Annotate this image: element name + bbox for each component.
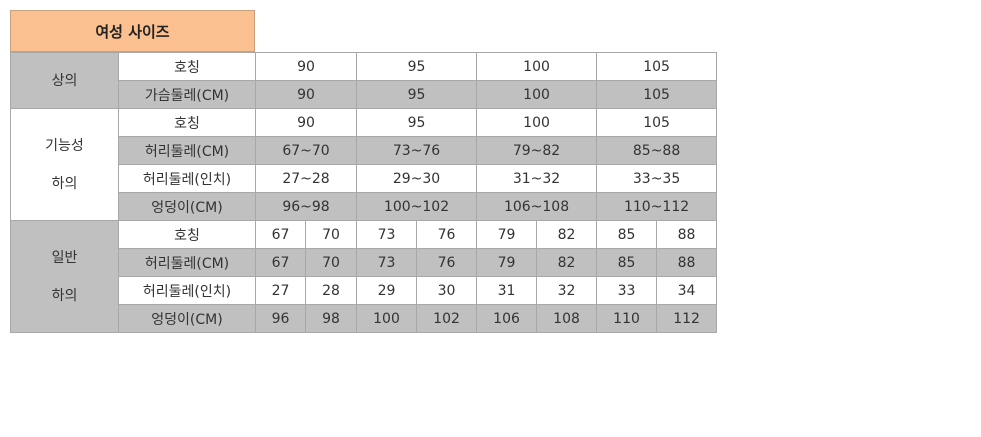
size-value-cell: 27 [255,276,306,305]
size-value-cell: 105 [596,80,718,109]
size-value-cell: 31~32 [476,164,598,193]
size-value-cell: 112 [656,304,718,333]
row-label: 허리둘레(CM) [118,136,256,165]
size-value-cell: 85~88 [596,136,718,165]
size-value-cell: 100~102 [356,192,478,221]
size-value-cell: 105 [596,108,718,137]
table-row: 엉덩이(CM) 96 98 100 102 106 108 110 112 [11,304,718,333]
size-value-cell: 95 [356,80,478,109]
size-value-cell: 85 [596,220,658,249]
size-value-cell: 85 [596,248,658,277]
size-value-cell: 100 [476,80,598,109]
size-value-cell: 32 [536,276,598,305]
size-value-cell: 70 [304,220,358,249]
size-value-cell: 73~76 [356,136,478,165]
size-value-cell: 79~82 [476,136,598,165]
row-label: 허리둘레(CM) [118,248,256,277]
size-value-cell: 110~112 [596,192,718,221]
row-label: 허리둘레(인치) [118,276,256,305]
size-value-cell: 106 [476,304,538,333]
size-value-cell: 100 [356,304,418,333]
size-value-cell: 33 [596,276,658,305]
size-value-cell: 79 [476,248,538,277]
size-value-cell: 67 [255,248,306,277]
table-row: 일반 하의 호칭 67 70 73 76 79 82 85 88 [10,220,718,333]
table-row: 가슴둘레(CM) 90 95 100 105 [11,80,718,109]
size-value-cell: 82 [536,248,598,277]
size-value-cell: 67~70 [254,136,358,165]
size-chart-title: 여성 사이즈 [10,10,255,52]
row-label: 호칭 [118,52,256,81]
section-label-line: 일반 [51,249,78,266]
size-value-cell: 30 [416,276,478,305]
table-row: 허리둘레(인치) 27~28 29~30 31~32 33~35 [11,164,718,193]
size-value-cell: 105 [596,52,718,81]
section-label: 상의 [10,52,119,109]
row-label: 가슴둘레(CM) [118,80,256,109]
table-row: 기능성 하의 호칭 90 95 100 105 [10,108,718,221]
size-value-cell: 108 [536,304,598,333]
size-value-cell: 106~108 [476,192,598,221]
size-value-cell: 67 [255,220,306,249]
section-label-line: 기능성 [45,137,84,154]
row-label: 호칭 [118,220,256,249]
row-label: 허리둘레(인치) [118,164,256,193]
size-value-cell: 73 [356,248,418,277]
size-value-cell: 98 [304,304,358,333]
size-value-cell: 29 [356,276,418,305]
size-value-cell: 102 [416,304,478,333]
size-value-cell: 82 [536,220,598,249]
size-value-cell: 76 [416,248,478,277]
size-value-cell: 29~30 [356,164,478,193]
size-value-cell: 100 [476,108,598,137]
size-value-cell: 95 [356,108,478,137]
women-size-table: 상의 호칭 90 95 100 105 가슴둘레(CM) 90 95 100 105 기능성 하의 호칭 9… [10,52,718,333]
row-label: 호칭 [118,108,256,137]
size-value-cell: 100 [476,52,598,81]
section-label-line: 하의 [51,175,78,192]
row-label: 엉덩이(CM) [118,304,256,333]
section-label-line: 상의 [51,72,78,89]
size-value-cell: 90 [254,108,358,137]
size-value-cell: 79 [476,220,538,249]
size-value-cell: 96~98 [254,192,358,221]
table-row: 상의 호칭 90 95 100 105 [10,52,718,109]
size-value-cell: 31 [476,276,538,305]
size-value-cell: 88 [656,248,718,277]
section-label-line: 하의 [51,287,78,304]
size-value-cell: 95 [356,52,478,81]
size-value-cell: 33~35 [596,164,718,193]
size-value-cell: 88 [656,220,718,249]
row-label: 엉덩이(CM) [118,192,256,221]
table-row: 허리둘레(CM) 67~70 73~76 79~82 85~88 [11,136,718,165]
size-value-cell: 28 [304,276,358,305]
size-value-cell: 34 [656,276,718,305]
table-row: 엉덩이(CM) 96~98 100~102 106~108 110~112 [11,192,718,221]
size-value-cell: 27~28 [254,164,358,193]
size-value-cell: 76 [416,220,478,249]
size-value-cell: 70 [304,248,358,277]
table-row: 허리둘레(인치) 27 28 29 30 31 32 33 34 [11,276,718,305]
size-value-cell: 110 [596,304,658,333]
size-value-cell: 73 [356,220,418,249]
size-value-cell: 90 [254,52,358,81]
size-value-cell: 96 [255,304,306,333]
size-value-cell: 90 [254,80,358,109]
